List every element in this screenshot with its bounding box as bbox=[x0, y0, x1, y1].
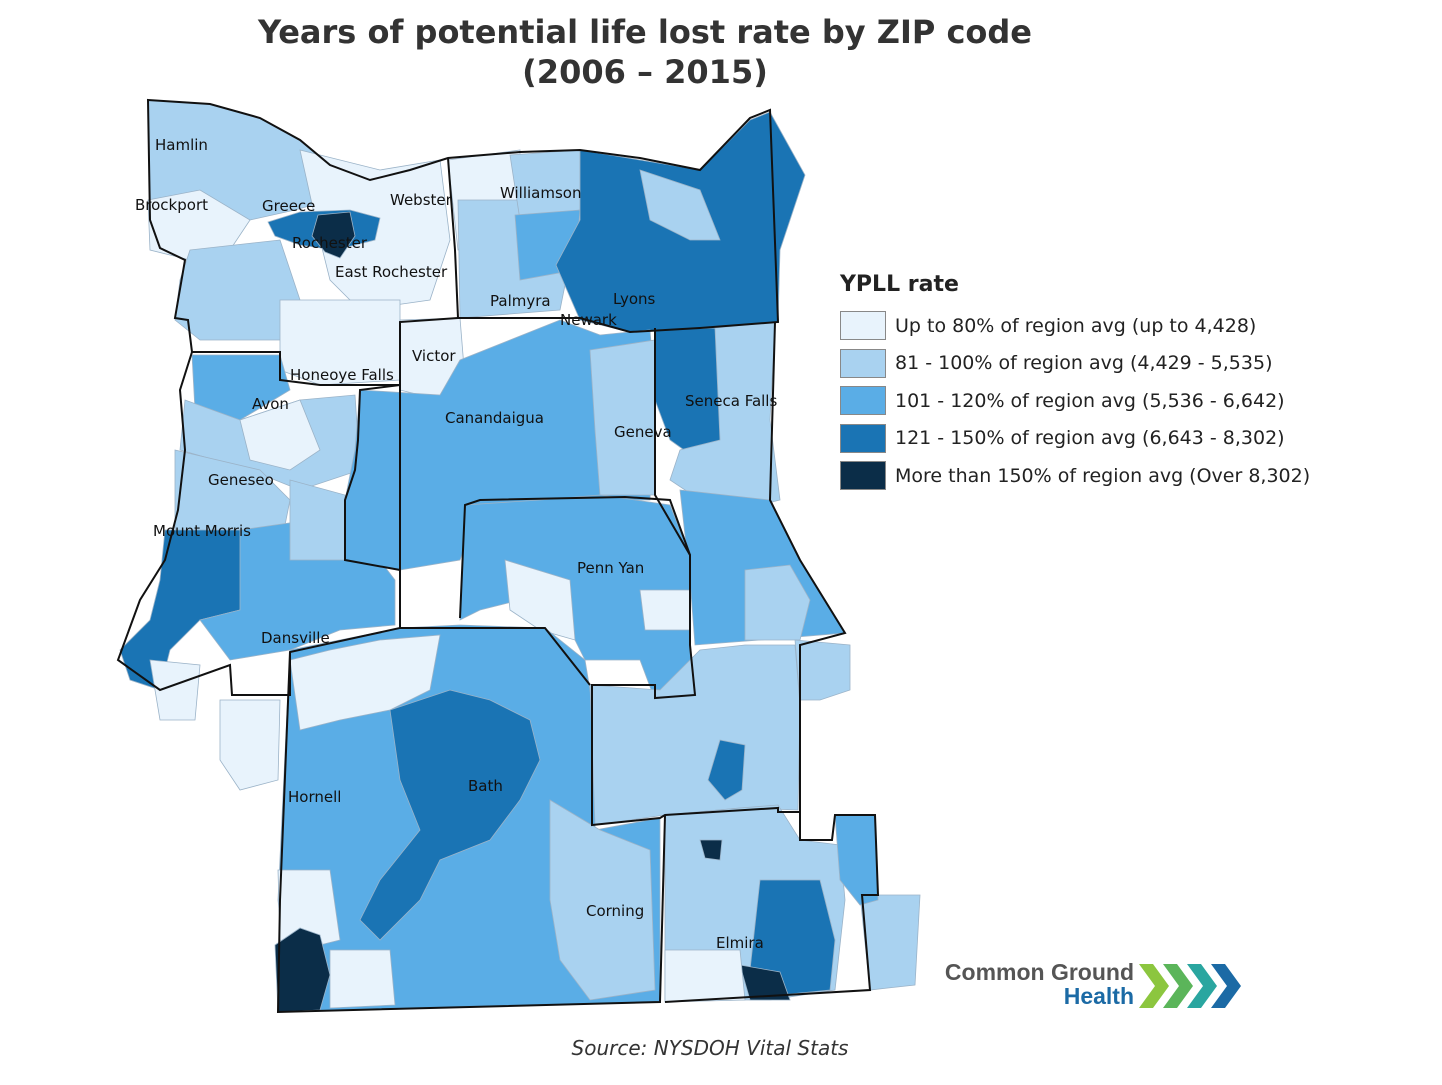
logo-line-2: Health bbox=[1063, 983, 1134, 1009]
legend-label: 81 - 100% of region avg (4,429 - 5,535) bbox=[895, 352, 1273, 375]
city-label-mount-morris: Mount Morris bbox=[153, 522, 251, 540]
county-border bbox=[591, 321, 847, 827]
county-border bbox=[276, 651, 666, 1014]
county-border bbox=[664, 812, 880, 1003]
legend-item: Up to 80% of region avg (up to 4,428) bbox=[840, 307, 1310, 345]
logo-text: Common Ground Health bbox=[944, 960, 1134, 1008]
legend-item: 81 - 100% of region avg (4,429 - 5,535) bbox=[840, 345, 1310, 383]
city-label-geneva: Geneva bbox=[614, 423, 672, 441]
zip-region bbox=[639, 589, 691, 631]
city-label-greece: Greece bbox=[262, 197, 315, 215]
zip-region bbox=[664, 949, 746, 1003]
zip-regions bbox=[119, 99, 921, 1013]
source-note: Source: NYSDOH Vital Stats bbox=[571, 1036, 849, 1060]
zip-region bbox=[504, 559, 576, 641]
city-label-avon: Avon bbox=[252, 395, 289, 413]
city-label-hamlin: Hamlin bbox=[155, 136, 208, 154]
city-label-dansville: Dansville bbox=[261, 629, 330, 647]
zip-region bbox=[589, 339, 656, 496]
zip-region bbox=[219, 699, 281, 791]
county-border bbox=[447, 157, 459, 319]
zip-region bbox=[794, 639, 851, 701]
city-label-canandaigua: Canandaigua bbox=[445, 409, 544, 427]
zip-region bbox=[739, 964, 791, 1001]
zip-region bbox=[589, 644, 801, 826]
legend: YPLL rate Up to 80% of region avg (up to… bbox=[840, 272, 1310, 495]
zip-region bbox=[149, 659, 201, 721]
zip-region bbox=[699, 839, 723, 861]
map-title: Years of potential life lost rate by ZIP… bbox=[0, 12, 1290, 92]
legend-swatch bbox=[840, 423, 886, 453]
city-label-geneseo: Geneseo bbox=[208, 471, 274, 489]
zip-region bbox=[744, 564, 811, 641]
city-label-brockport: Brockport bbox=[135, 196, 208, 214]
county-border bbox=[146, 98, 780, 386]
legend-swatch bbox=[840, 348, 886, 378]
city-label-victor: Victor bbox=[412, 347, 456, 365]
zip-region bbox=[239, 399, 321, 471]
zip-region bbox=[311, 211, 356, 259]
legend-items: Up to 80% of region avg (up to 4,428) 81 … bbox=[840, 307, 1310, 495]
legend-label: More than 150% of region avg (Over 8,302… bbox=[895, 464, 1311, 487]
chevron-arrows-icon bbox=[1139, 964, 1241, 1008]
legend-item: 101 - 120% of region avg (5,536 - 6,642) bbox=[840, 382, 1310, 420]
zip-region bbox=[174, 239, 301, 341]
city-label-penn-yan: Penn Yan bbox=[577, 559, 644, 577]
title-line-2: (2006 – 2015) bbox=[522, 53, 768, 91]
zip-region bbox=[329, 949, 396, 1009]
zip-region bbox=[549, 799, 656, 1001]
city-label-east-rochester: East Rochester bbox=[335, 263, 448, 281]
legend-swatch bbox=[840, 461, 886, 491]
legend-swatch bbox=[840, 386, 886, 416]
city-label-seneca-falls: Seneca Falls bbox=[685, 392, 777, 410]
city-label-elmira: Elmira bbox=[716, 934, 764, 952]
city-label-bath: Bath bbox=[468, 777, 503, 795]
title-line-1: Years of potential life lost rate by ZIP… bbox=[257, 13, 1032, 51]
logo-line-1: Common Ground bbox=[944, 959, 1134, 985]
zip-region bbox=[359, 689, 541, 941]
county-borders bbox=[116, 98, 880, 1014]
county-border bbox=[400, 627, 591, 686]
city-label-honeoye-falls: Honeoye Falls bbox=[290, 366, 394, 384]
zip-region bbox=[191, 354, 291, 421]
city-label-corning: Corning bbox=[586, 902, 644, 920]
common-ground-health-logo: Common Ground Health bbox=[944, 960, 1254, 1008]
legend-label: Up to 80% of region avg (up to 4,428) bbox=[895, 314, 1257, 337]
city-label-hornell: Hornell bbox=[288, 788, 341, 806]
zip-region bbox=[707, 739, 746, 801]
zip-region bbox=[289, 634, 441, 731]
zip-region bbox=[289, 479, 346, 561]
legend-title: YPLL rate bbox=[840, 272, 959, 297]
city-label-rochester: Rochester bbox=[292, 234, 368, 252]
legend-item: 121 - 150% of region avg (6,643 - 8,302) bbox=[840, 420, 1310, 458]
legend-item: More than 150% of region avg (Over 8,302… bbox=[840, 457, 1310, 495]
county-border bbox=[116, 351, 401, 696]
city-labels: Hamlin Brockport Greece Webster Williams… bbox=[135, 136, 777, 952]
zip-region bbox=[274, 927, 331, 1013]
zip-region bbox=[639, 169, 721, 241]
city-label-newark: Newark bbox=[560, 311, 617, 329]
county-border bbox=[459, 495, 691, 619]
city-label-lyons: Lyons bbox=[613, 290, 656, 308]
city-label-williamson: Williamson bbox=[500, 184, 581, 202]
legend-label: 121 - 150% of region avg (6,643 - 8,302) bbox=[895, 427, 1285, 450]
legend-label: 101 - 120% of region avg (5,536 - 6,642) bbox=[895, 389, 1285, 412]
city-label-palmyra: Palmyra bbox=[490, 292, 551, 310]
city-label-webster: Webster bbox=[390, 191, 453, 209]
legend-swatch bbox=[840, 311, 886, 341]
